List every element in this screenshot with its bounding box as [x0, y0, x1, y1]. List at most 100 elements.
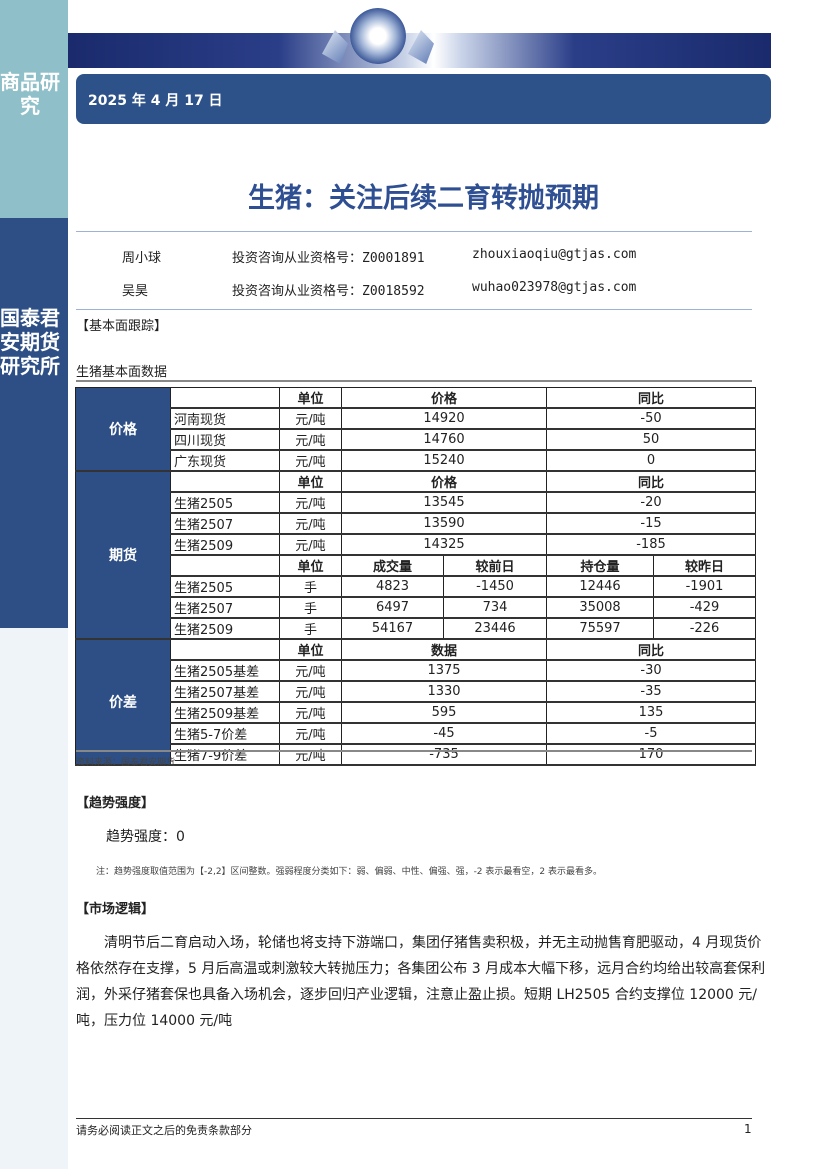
table-row: 生猪2509 元/吨 14325 -185 — [76, 533, 756, 556]
table-row: 广东现货 元/吨 15240 0 — [76, 449, 756, 472]
table-cell: 4823 — [341, 575, 444, 598]
table-cell: -185 — [546, 533, 756, 556]
column-header: 较前日 — [443, 554, 547, 577]
disclaimer-link[interactable]: 请务必阅读正文之后的免责条款部分 — [76, 1124, 252, 1137]
table-cell: -5 — [546, 722, 756, 745]
column-header: 较昨日 — [653, 554, 756, 577]
table-cell: 23446 — [443, 617, 547, 640]
blank-header — [170, 554, 280, 577]
author-cert: 投资咨询从业资格号：Z0018592 — [232, 284, 425, 299]
table-cell: 元/吨 — [279, 533, 342, 556]
column-header: 持仓量 — [546, 554, 654, 577]
row-label: 生猪2509 — [170, 617, 280, 640]
table-cell: 14325 — [341, 533, 547, 556]
table-cell: 135 — [546, 701, 756, 724]
row-label: 生猪2507基差 — [170, 680, 280, 703]
table-row: 期货 单位 价格 同比 — [75, 470, 756, 640]
divider — [76, 750, 752, 752]
table-row: 单位 成交量 较前日 持仓量 较昨日 — [76, 554, 756, 577]
row-label: 四川现货 — [170, 428, 280, 451]
table-cell: -226 — [653, 617, 756, 640]
section-fundamentals: 【基本面跟踪】 — [76, 319, 168, 334]
sidebar-label-commodity: 商品研究 — [0, 70, 60, 118]
column-header: 同比 — [546, 387, 756, 409]
sidebar-org — [0, 218, 68, 628]
table-cell: -45 — [341, 722, 547, 745]
column-header: 单位 — [279, 470, 342, 493]
table-row: 生猪2505 手 4823 -1450 12446 -1901 — [76, 575, 756, 598]
table-cell: 元/吨 — [279, 491, 342, 514]
category-cell: 价差 — [75, 638, 171, 766]
row-label: 生猪2505 — [170, 491, 280, 514]
table-cell: 35008 — [546, 596, 654, 619]
divider — [76, 380, 752, 382]
table-cell: -15 — [546, 512, 756, 535]
column-header: 单位 — [279, 554, 342, 577]
column-header: 同比 — [546, 638, 756, 661]
category-cell: 价格 — [75, 387, 171, 472]
table-cell: 元/吨 — [279, 659, 342, 682]
table-cell: 75597 — [546, 617, 654, 640]
blank-header — [170, 638, 280, 661]
divider — [76, 309, 752, 310]
row-label: 广东现货 — [170, 449, 280, 472]
data-source: 资料来源：国泰君安期货 — [76, 758, 176, 768]
page-number: 1 — [744, 1122, 752, 1136]
row-label: 生猪2509 — [170, 533, 280, 556]
column-header: 价格 — [341, 470, 547, 493]
column-header: 价格 — [341, 387, 547, 409]
row-label: 生猪7-9价差 — [170, 743, 280, 766]
sidebar-top — [0, 0, 68, 218]
row-label: 生猪2507 — [170, 596, 280, 619]
table-cell: -20 — [546, 491, 756, 514]
table-cell: 元/吨 — [279, 743, 342, 766]
table-row: 生猪2507 元/吨 13590 -15 — [76, 512, 756, 535]
sidebar-bottom — [0, 628, 68, 1169]
table-cell: 手 — [279, 617, 342, 640]
author-cert: 投资咨询从业资格号：Z0001891 — [232, 251, 425, 266]
table-row: 生猪2505 元/吨 13545 -20 — [76, 491, 756, 514]
table-cell: 13545 — [341, 491, 547, 514]
table-cell: 15240 — [341, 449, 547, 472]
table-cell: 170 — [546, 743, 756, 766]
blank-header — [170, 470, 280, 493]
row-label: 生猪2505 — [170, 575, 280, 598]
section-trend: 【趋势强度】 — [76, 796, 155, 811]
row-label: 生猪2509基差 — [170, 701, 280, 724]
blank-header — [170, 387, 280, 409]
table-cell: -1450 — [443, 575, 547, 598]
table-row: 生猪2507 手 6497 734 35008 -429 — [76, 596, 756, 619]
row-label: 生猪2505基差 — [170, 659, 280, 682]
table-row: 生猪5-7价差 元/吨 -45 -5 — [76, 722, 756, 745]
table-cell: 元/吨 — [279, 512, 342, 535]
table-cell: -50 — [546, 407, 756, 430]
row-label: 河南现货 — [170, 407, 280, 430]
author-email[interactable]: zhouxiaoqiu@gtjas.com — [472, 247, 637, 262]
row-label: 生猪5-7价差 — [170, 722, 280, 745]
footer-divider — [76, 1118, 752, 1119]
table-row: 生猪2509基差 元/吨 595 135 — [76, 701, 756, 724]
date-bar: 2025 年 4 月 17 日 — [76, 74, 771, 124]
table-cell: 1330 — [341, 680, 547, 703]
table-cell: 6497 — [341, 596, 444, 619]
logic-paragraph: 清明节后二育启动入场，轮储也将支持下游端口，集团仔猪售卖积极，并无主动抛售育肥驱… — [76, 935, 766, 1029]
table-cell: -35 — [546, 680, 756, 703]
table-row: 河南现货 元/吨 14920 -50 — [76, 407, 756, 430]
table-cell: 元/吨 — [279, 449, 342, 472]
table-cell: 1375 — [341, 659, 547, 682]
table-row: 生猪2507基差 元/吨 1330 -35 — [76, 680, 756, 703]
column-header: 数据 — [341, 638, 547, 661]
author-name: 吴昊 — [122, 284, 149, 299]
table-cell: 13590 — [341, 512, 547, 535]
trend-note: 注：趋势强度取值范围为【-2,2】区间整数。强弱程度分类如下：弱、偏弱、中性、偏… — [96, 867, 602, 877]
table-title: 生猪基本面数据 — [76, 365, 168, 380]
table-row: 四川现货 元/吨 14760 50 — [76, 428, 756, 451]
diamond-logo-icon — [350, 8, 406, 64]
table-cell: 手 — [279, 596, 342, 619]
column-header: 单位 — [279, 638, 342, 661]
trend-value: 趋势强度：0 — [106, 829, 185, 845]
table-cell: 元/吨 — [279, 701, 342, 724]
row-label: 生猪2507 — [170, 512, 280, 535]
author-email[interactable]: wuhao023978@gtjas.com — [472, 280, 637, 295]
category-cell: 期货 — [75, 470, 171, 640]
